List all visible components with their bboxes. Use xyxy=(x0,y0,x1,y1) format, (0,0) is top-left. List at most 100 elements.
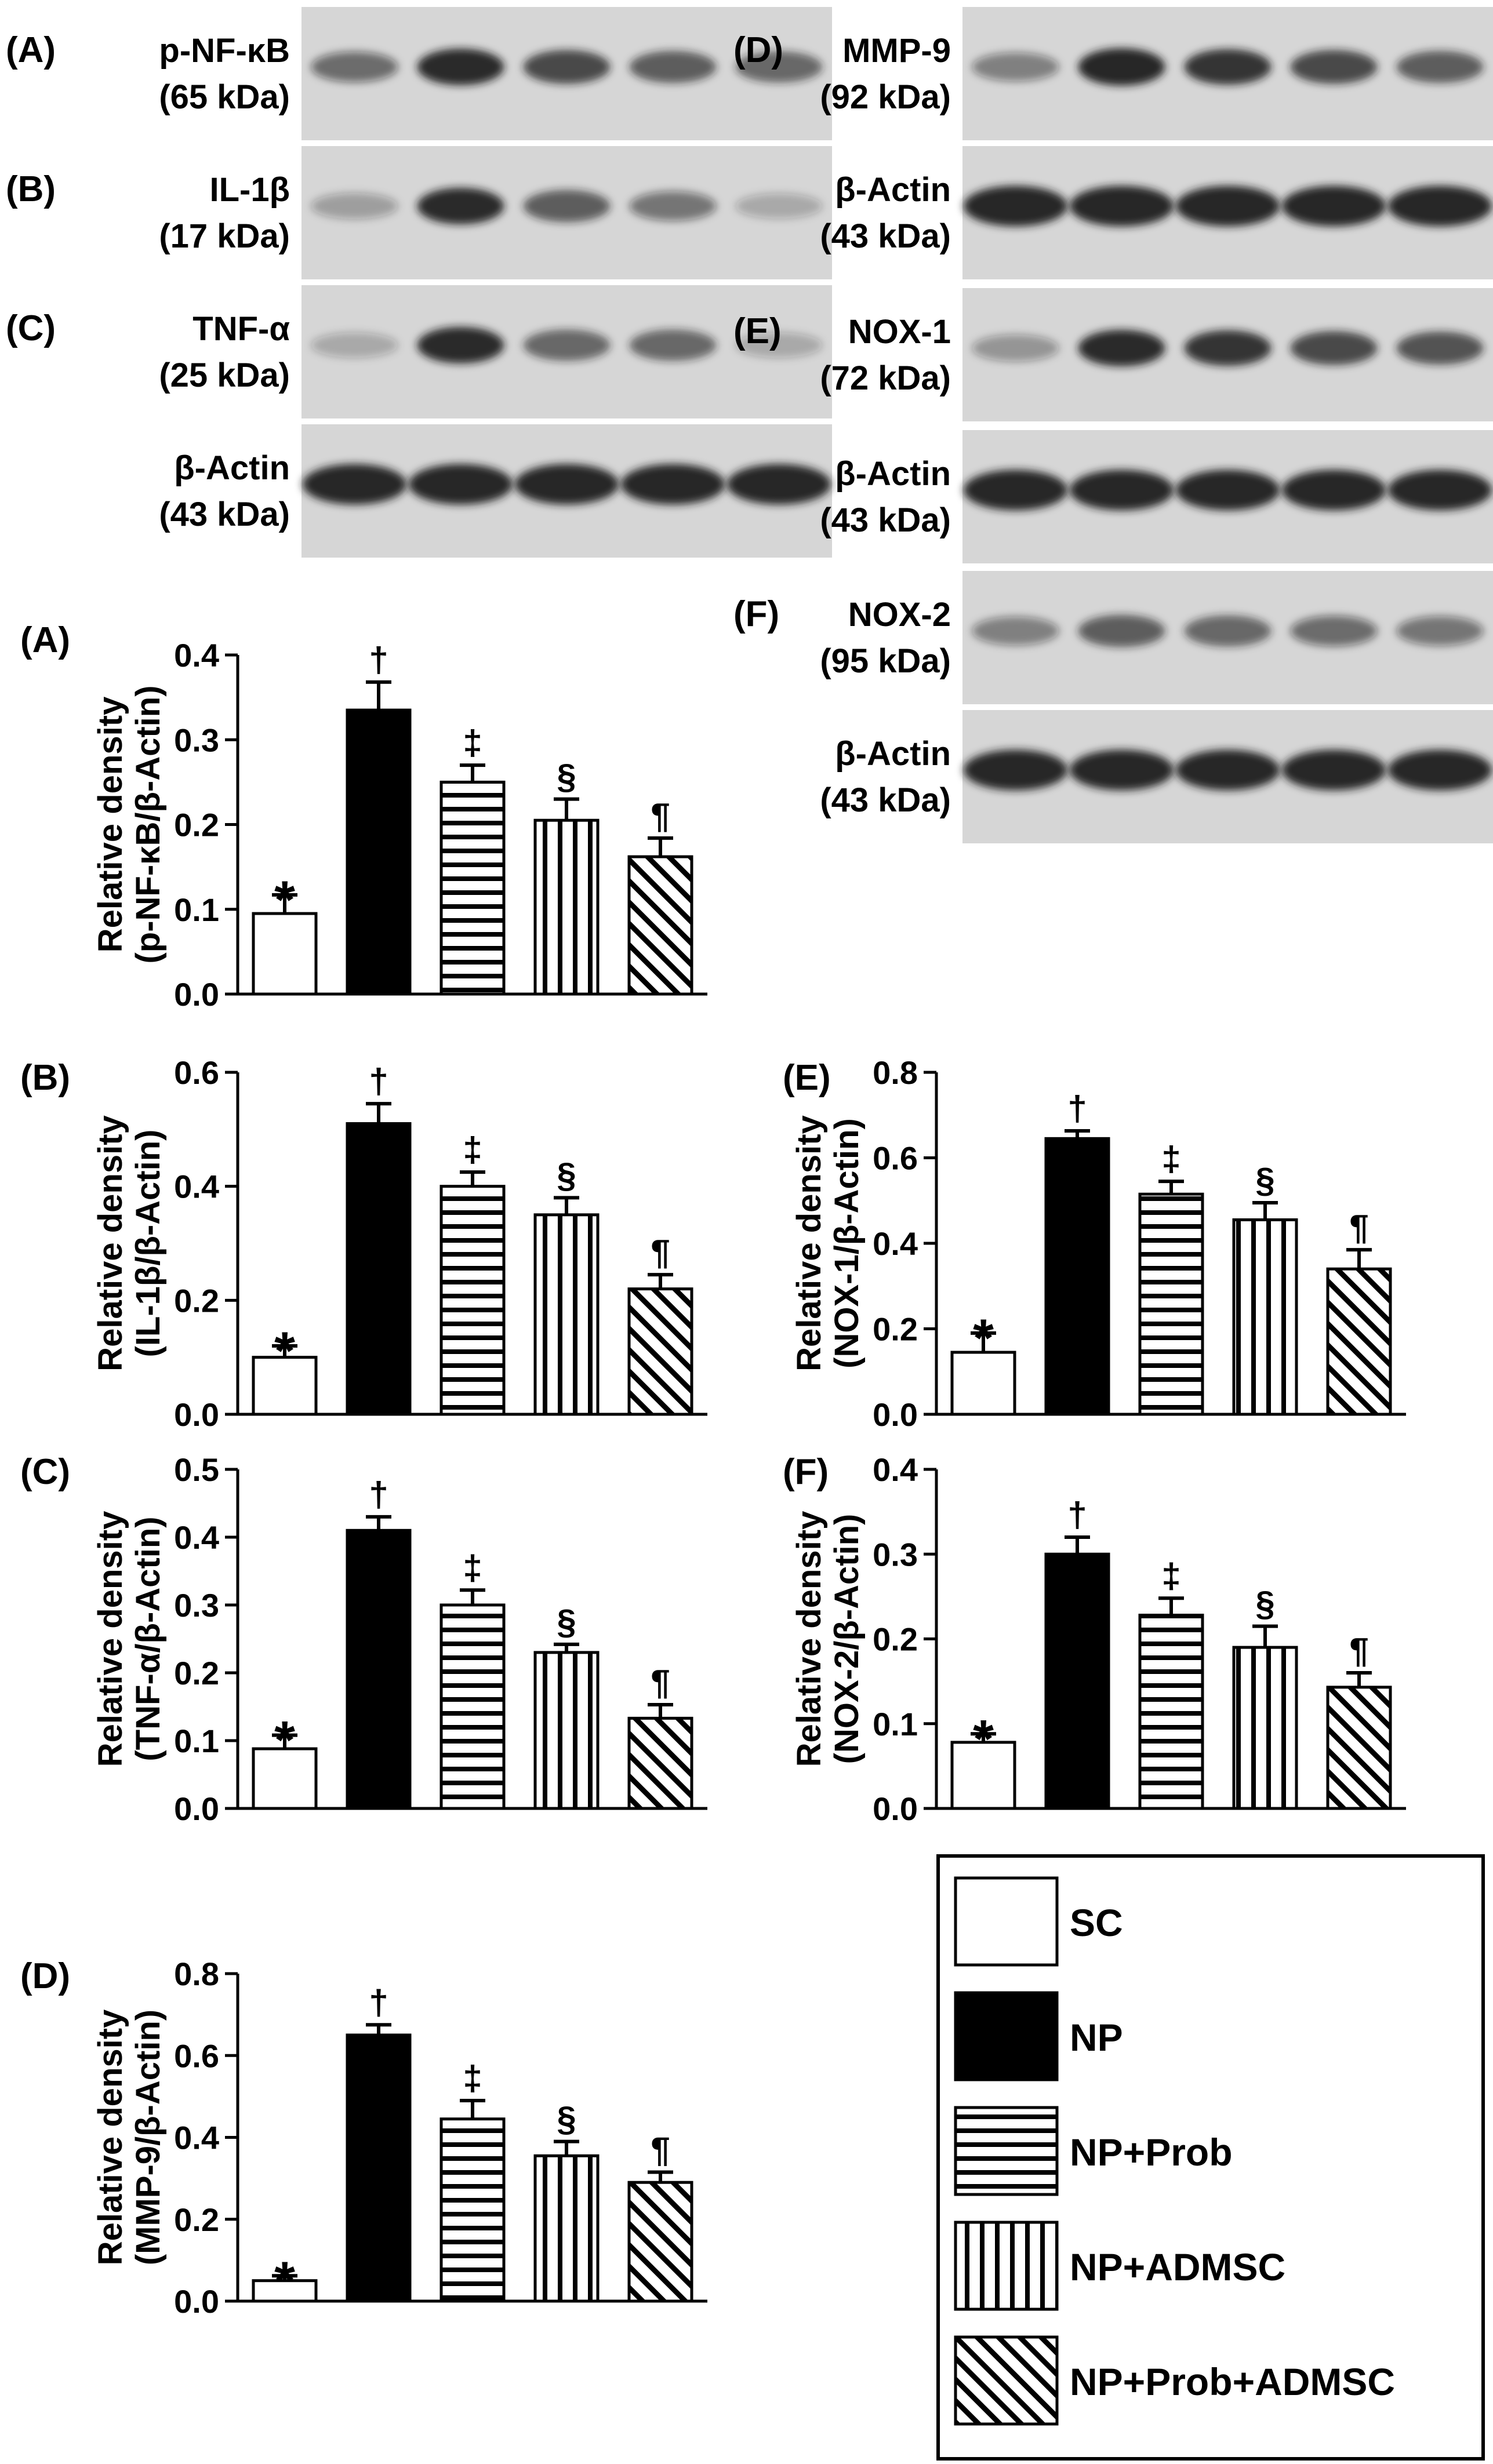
blot-band xyxy=(1290,616,1378,646)
y-axis-label: Relative density xyxy=(92,2010,129,2266)
bar-np-admsc xyxy=(533,818,600,996)
blot-band xyxy=(735,51,823,83)
blot-band xyxy=(963,749,1068,791)
blot-band xyxy=(735,332,823,358)
significance-marker: ‡ xyxy=(463,2059,482,2098)
significance-marker: * xyxy=(973,1309,994,1368)
bar-np xyxy=(1044,1552,1110,1810)
blot-il-1--1: IL-1β (17 kDa) (B) xyxy=(6,146,832,279)
significance-marker: ¶ xyxy=(651,2131,670,2170)
chart-panel-letter: (B) xyxy=(20,1058,70,1098)
blot-kda-label: (43 kDa) xyxy=(820,217,951,255)
significance-marker: ‡ xyxy=(1161,1140,1180,1178)
blot-band xyxy=(1396,50,1484,83)
blot-kda-label: (17 kDa) xyxy=(159,217,290,255)
legend-swatch-horizontal xyxy=(954,2106,1059,2196)
y-tick-label: 0.2 xyxy=(174,807,219,843)
blot-kda-label: (43 kDa) xyxy=(820,501,951,539)
bar-np-admsc xyxy=(533,2154,600,2303)
blot-kda-label: (65 kDa) xyxy=(159,78,290,116)
bar-np xyxy=(346,1122,412,1416)
legend-label: NP+ADMSC xyxy=(1070,2245,1285,2288)
bar-chart-2: 0.0 0.1 0.2 0.3 0.4 0.5 Relative density (TNF-α… xyxy=(20,1451,707,1827)
blot-band xyxy=(972,52,1059,82)
significance-marker: † xyxy=(369,1983,388,2022)
chart-panel-letter: (C) xyxy=(20,1452,70,1492)
blot-protein-label: β-Actin xyxy=(835,735,951,773)
y-axis-sublabel: (p-NF-κB/β-Actin) xyxy=(129,685,167,963)
bar-np-prob-admsc xyxy=(1326,1267,1392,1416)
significance-marker: § xyxy=(1255,1585,1274,1624)
blot-band xyxy=(1387,469,1492,511)
significance-marker: § xyxy=(557,1603,576,1642)
bar-chart-5: 0.0 0.1 0.2 0.3 0.4 Relative density (NOX-2/β-… xyxy=(783,1451,1406,1827)
y-tick-label: 0.0 xyxy=(174,976,219,1013)
blot-band xyxy=(963,185,1068,227)
significance-marker: ¶ xyxy=(651,1663,670,1702)
bar-np-prob xyxy=(439,780,506,996)
bar-np-prob-admsc xyxy=(627,855,693,996)
blot-band xyxy=(972,334,1059,362)
y-tick-label: 0.5 xyxy=(174,1451,219,1488)
significance-marker: † xyxy=(1067,1495,1087,1534)
significance-marker: ‡ xyxy=(463,1130,482,1169)
y-tick-label: 0.0 xyxy=(174,2283,219,2320)
significance-marker: * xyxy=(973,1709,994,1768)
significance-marker: * xyxy=(274,1711,295,1770)
significance-marker: † xyxy=(1067,1089,1087,1128)
y-tick-label: 0.2 xyxy=(873,1621,918,1658)
blot-band xyxy=(629,329,717,361)
significance-marker: * xyxy=(274,871,295,930)
blot-kda-label: (43 kDa) xyxy=(820,781,951,819)
y-tick-label: 0.2 xyxy=(174,1655,219,1691)
blot-nox-2-8: NOX-2 (95 kDa) (F) xyxy=(733,571,1493,704)
y-tick-label: 0.1 xyxy=(174,1723,219,1759)
bar-np-prob xyxy=(1138,1192,1204,1416)
bar-np xyxy=(346,2033,412,2303)
bar-np-prob xyxy=(439,2117,506,2303)
western-blot-panels: p-NF-κB (65 kDa) (A) IL-1β (17 kDa) (B) TNF-α (… xyxy=(6,7,1493,843)
blot-protein-label: IL-1β xyxy=(209,171,290,209)
y-tick-label: 0.2 xyxy=(174,2201,219,2238)
y-tick-label: 0.2 xyxy=(873,1311,918,1348)
legend-swatch-diagonal xyxy=(954,2335,1059,2426)
significance-marker: ¶ xyxy=(1349,1631,1368,1670)
legend-swatch-white xyxy=(954,1876,1059,1967)
blot-panel-letter: (F) xyxy=(733,594,779,634)
y-tick-label: 0.4 xyxy=(174,1169,219,1205)
blot-band xyxy=(629,50,717,83)
blot-band xyxy=(1175,185,1280,227)
y-tick-label: 0.1 xyxy=(174,891,219,928)
significance-marker: ¶ xyxy=(1349,1208,1368,1247)
blot-protein-label: TNF-α xyxy=(192,310,290,348)
bar-sc xyxy=(252,2279,318,2303)
blot-panel-letter: (A) xyxy=(6,30,56,70)
blot-band xyxy=(417,49,504,85)
y-tick-label: 0.8 xyxy=(873,1054,918,1091)
bar-chart-1: 0.0 0.2 0.4 0.6 Relative density (IL-1β/β-Act… xyxy=(20,1054,707,1433)
significance-marker: ¶ xyxy=(651,796,670,835)
blot-kda-label: (25 kDa) xyxy=(159,356,290,394)
bar-np-admsc xyxy=(1232,1646,1298,1810)
blot-band xyxy=(417,188,504,224)
y-axis-label: Relative density xyxy=(92,697,129,953)
significance-marker: † xyxy=(369,1475,388,1514)
y-tick-label: 0.0 xyxy=(873,1396,918,1433)
blot-band xyxy=(1281,185,1386,227)
blot--actin-3: β-Actin (43 kDa) xyxy=(159,424,832,558)
y-tick-label: 0.4 xyxy=(174,1519,219,1556)
blot-band xyxy=(1078,614,1165,647)
significance-marker: ¶ xyxy=(651,1233,670,1272)
y-tick-label: 0.0 xyxy=(174,1396,219,1433)
significance-marker: ‡ xyxy=(463,723,482,762)
blot-protein-label: NOX-1 xyxy=(848,313,951,351)
y-axis-sublabel: (IL-1β/β-Actin) xyxy=(129,1130,167,1357)
bar-np-admsc xyxy=(1232,1218,1298,1416)
y-axis-sublabel: (NOX-2/β-Actin) xyxy=(828,1514,866,1764)
blot-band xyxy=(302,464,407,505)
blot-band xyxy=(523,329,611,361)
blot-band xyxy=(408,464,513,505)
y-tick-label: 0.6 xyxy=(873,1140,918,1177)
y-axis-label: Relative density xyxy=(92,1511,129,1767)
